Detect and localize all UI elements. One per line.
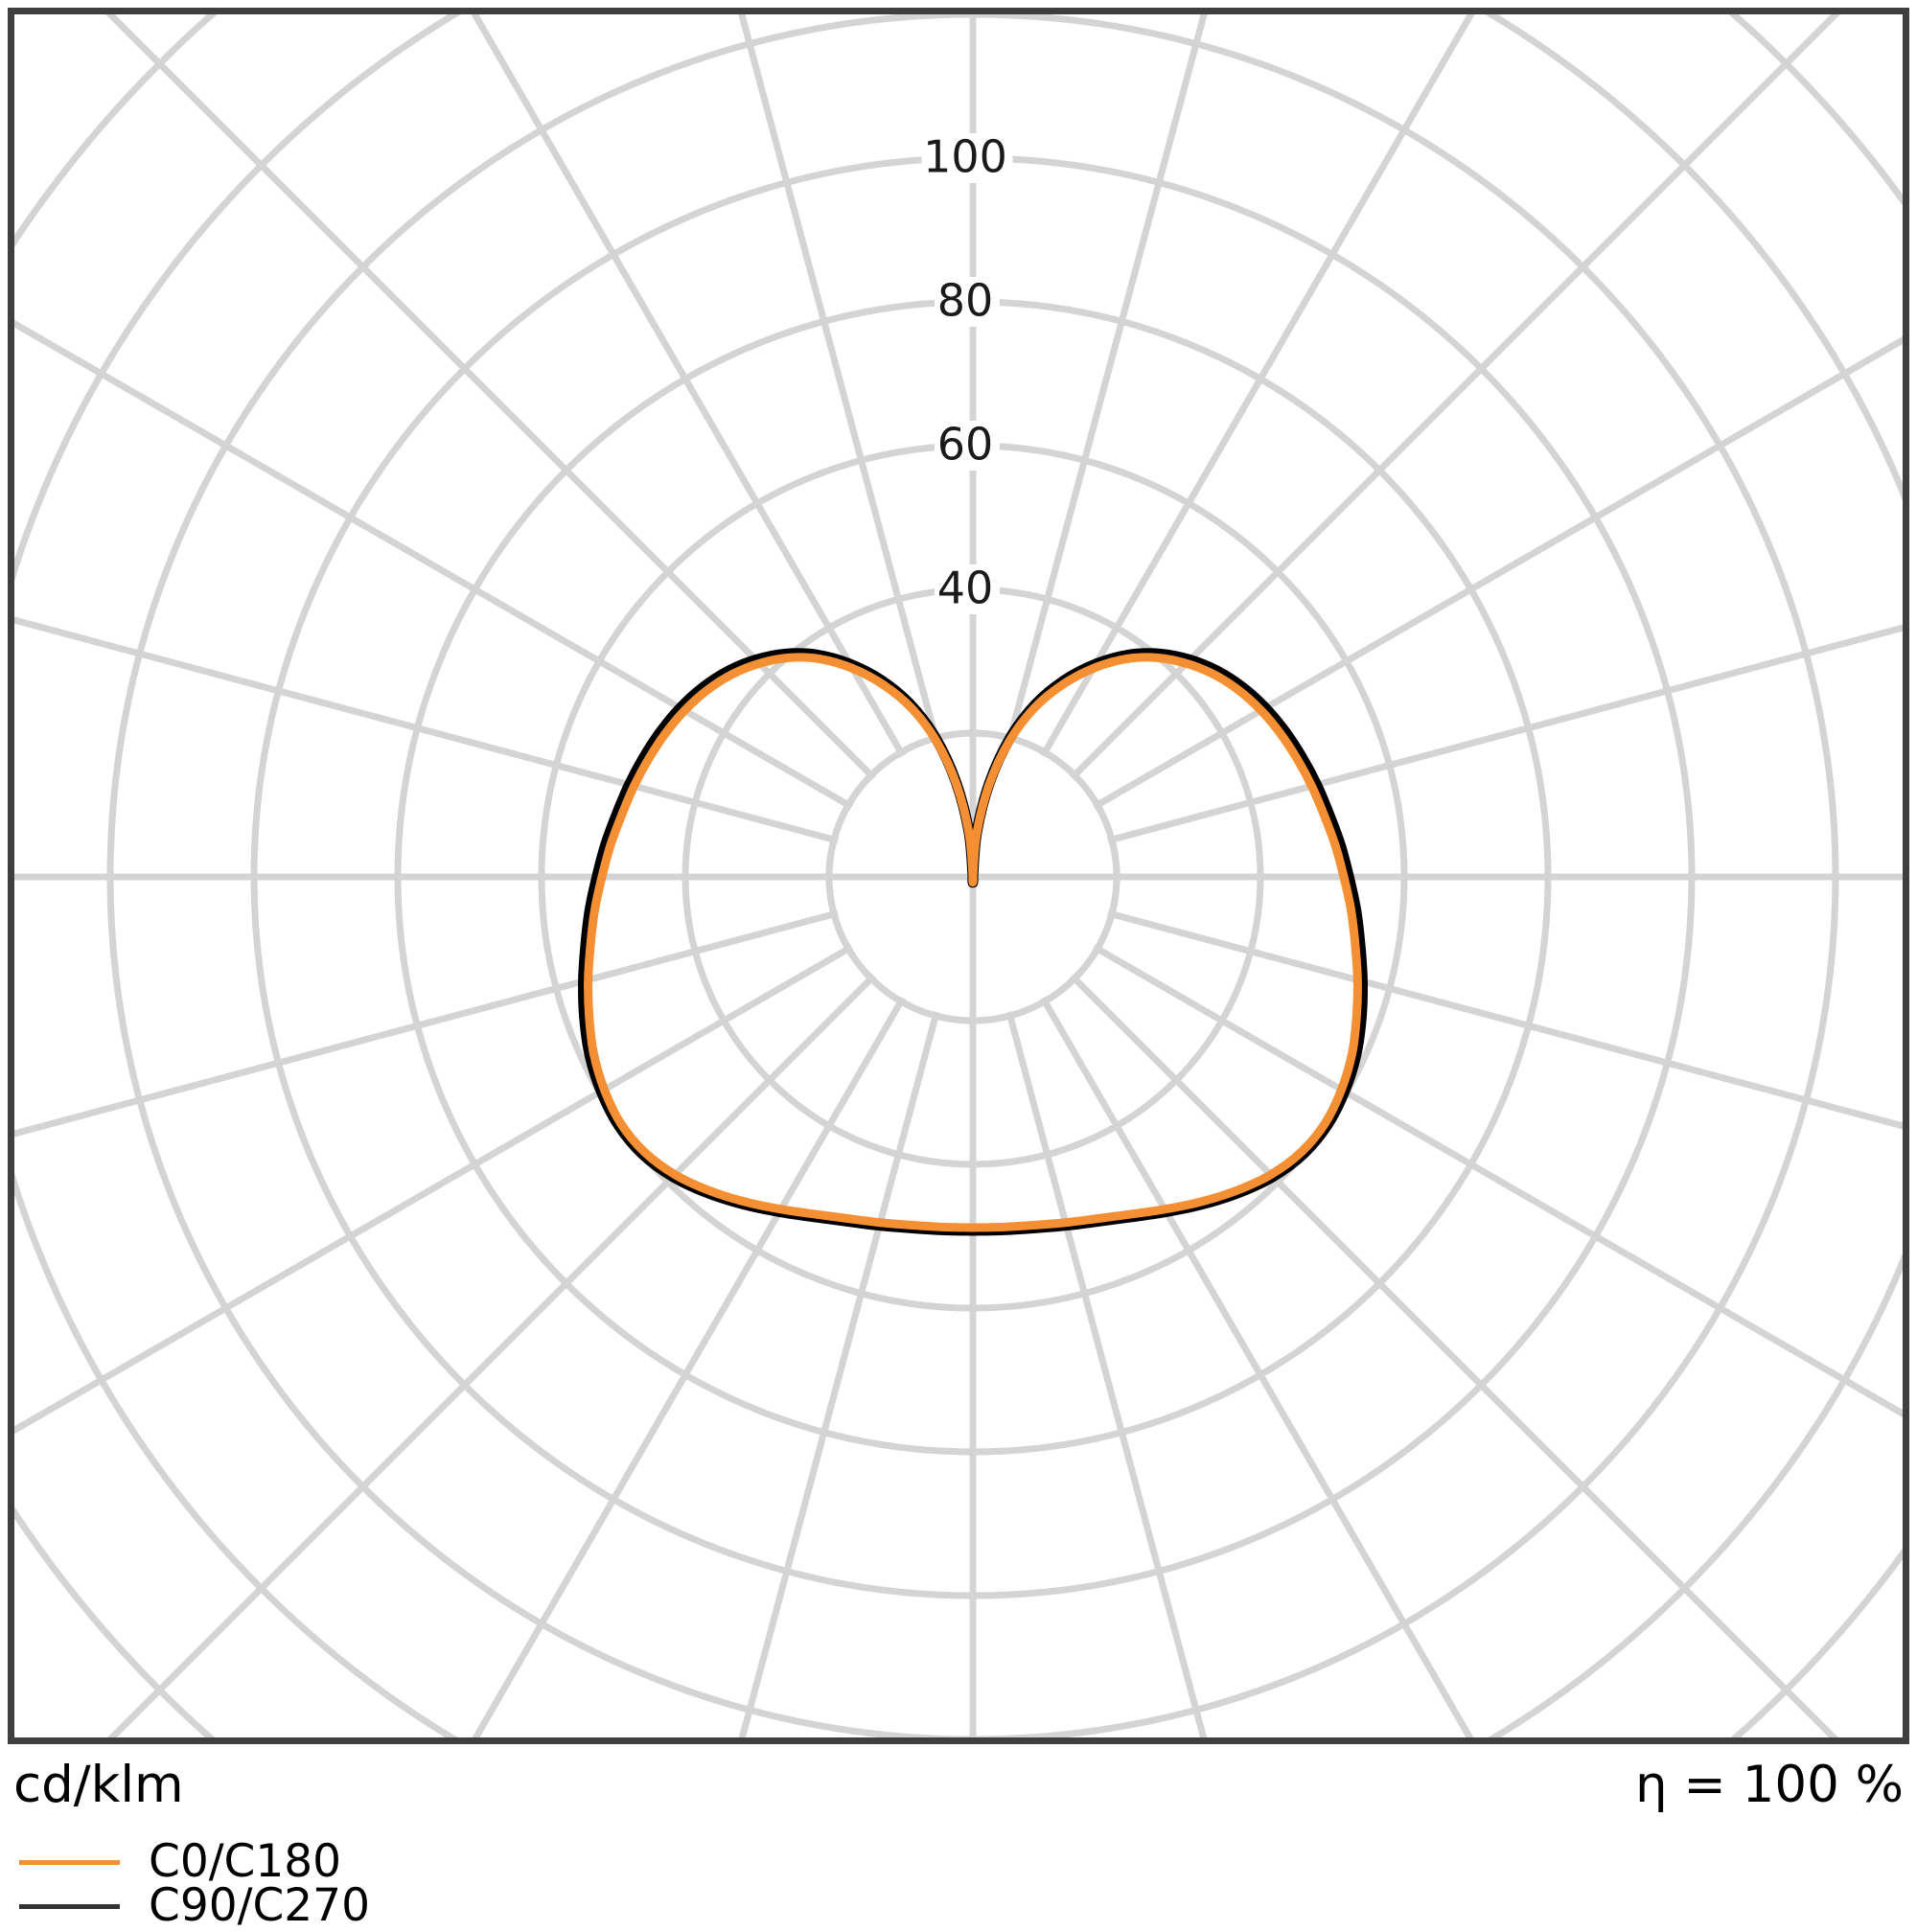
tick-label-backdrop (921, 133, 1013, 183)
chart-footer: cd/klm η = 100 % C0/C180 C90/C270 (0, 1744, 1917, 1928)
grid-spoke (971, 335, 1903, 881)
grid-spoke (969, 14, 1475, 879)
radial-tick-label: 80 (937, 275, 994, 327)
grid-spoke (971, 873, 1903, 1418)
grid-spoke (969, 14, 1208, 878)
unit-label: cd/klm (13, 1756, 184, 1814)
efficiency-label: η = 100 % (1634, 1756, 1904, 1814)
grid-spoke (972, 873, 1903, 1130)
legend-color-swatch (19, 1859, 120, 1865)
grid-spoke (14, 873, 974, 1138)
grid-spoke (970, 874, 1838, 1737)
legend-item[interactable]: C90/C270 (10, 1879, 681, 1932)
grid-spoke (472, 875, 977, 1737)
radial-tick-label: 100 (923, 131, 1007, 183)
curve-c0-c180 (584, 653, 1362, 1232)
grid-spoke (738, 14, 977, 878)
radial-tick-label: 60 (937, 419, 994, 471)
grid-spoke (14, 616, 974, 881)
tick-label-backdrop (935, 564, 1000, 614)
legend-item-label: C90/C270 (149, 1879, 370, 1932)
legend-color-swatch (19, 1903, 120, 1909)
grid-spoke (107, 874, 976, 1737)
radial-tick-label: 40 (937, 563, 994, 614)
chart-legend: C0/C180 C90/C270 (10, 1835, 681, 1932)
polar-plot-svg: 40 60 80 100 (14, 14, 1903, 1737)
grid-spoke (969, 876, 1208, 1737)
grid-spoke (972, 624, 1903, 881)
distribution-curves (578, 648, 1368, 1236)
grid-spoke (14, 319, 975, 881)
tick-label-backdrop (935, 421, 1000, 471)
radial-tick-labels: 40 60 80 100 (921, 131, 1013, 614)
grid-spoke (105, 14, 976, 880)
grid-spoke (471, 14, 977, 879)
grid-spoke (14, 873, 975, 1435)
grid-spoke (970, 14, 1840, 880)
legend-item-label: C0/C180 (149, 1835, 342, 1888)
grid-spoke (738, 876, 977, 1737)
polar-grid (14, 14, 1903, 1737)
legend-item[interactable]: C0/C180 (10, 1835, 681, 1888)
grid-spoke (969, 875, 1474, 1737)
tick-label-backdrop (935, 277, 1000, 327)
polar-plot-frame: 40 60 80 100 (8, 8, 1909, 1744)
